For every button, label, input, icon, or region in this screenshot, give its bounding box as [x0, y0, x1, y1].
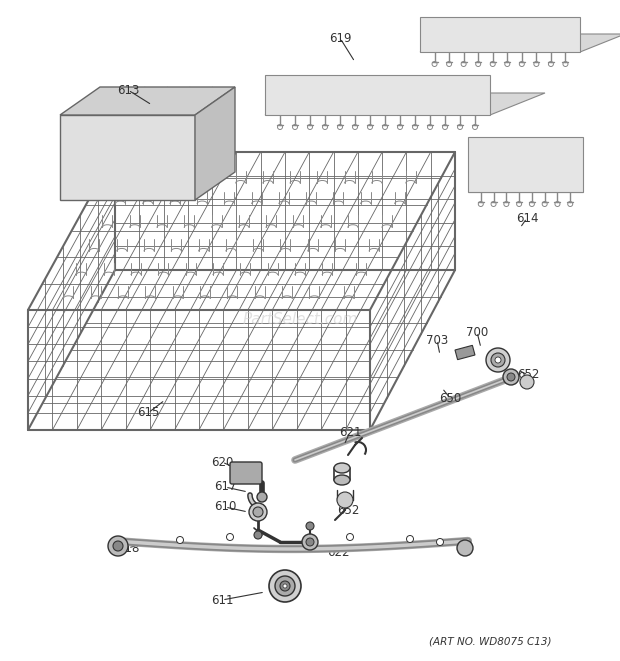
Text: 621: 621 [339, 426, 361, 438]
Text: 613: 613 [117, 83, 139, 97]
Circle shape [226, 533, 234, 541]
Circle shape [283, 584, 287, 588]
Circle shape [491, 353, 505, 367]
Circle shape [495, 357, 501, 363]
Text: PartSelect.com: PartSelect.com [242, 313, 358, 327]
Circle shape [486, 348, 510, 372]
Text: 620: 620 [211, 455, 233, 469]
Text: 616: 616 [529, 17, 551, 30]
Circle shape [275, 576, 295, 596]
Circle shape [407, 535, 414, 543]
Circle shape [108, 536, 128, 556]
Bar [455, 345, 475, 360]
Polygon shape [420, 34, 620, 52]
Circle shape [507, 373, 515, 381]
Circle shape [347, 533, 353, 541]
Polygon shape [265, 93, 545, 115]
Circle shape [113, 541, 123, 551]
Circle shape [249, 503, 267, 521]
Text: 615: 615 [137, 407, 159, 420]
FancyBboxPatch shape [230, 462, 262, 484]
Circle shape [280, 581, 290, 591]
Text: 619: 619 [329, 32, 352, 44]
Circle shape [253, 507, 263, 517]
Polygon shape [195, 87, 235, 200]
Text: 610: 610 [214, 500, 236, 514]
Text: 650: 650 [439, 391, 461, 405]
Ellipse shape [334, 475, 350, 485]
Circle shape [302, 534, 318, 550]
Circle shape [457, 540, 473, 556]
Circle shape [306, 522, 314, 530]
Polygon shape [60, 115, 195, 200]
Text: 622: 622 [327, 547, 349, 559]
Circle shape [257, 492, 267, 502]
Text: 614: 614 [516, 212, 538, 225]
Circle shape [177, 537, 184, 543]
Text: 611: 611 [211, 594, 233, 607]
Circle shape [520, 375, 534, 389]
Text: 652: 652 [517, 368, 539, 381]
Text: 652: 652 [337, 504, 359, 516]
Text: 618: 618 [117, 541, 139, 555]
Circle shape [306, 538, 314, 546]
Text: 703: 703 [426, 334, 448, 346]
Circle shape [337, 492, 353, 508]
Polygon shape [60, 87, 235, 115]
Text: 617: 617 [214, 481, 236, 494]
Ellipse shape [334, 463, 350, 473]
Polygon shape [468, 137, 583, 192]
Polygon shape [265, 75, 490, 115]
Circle shape [503, 369, 519, 385]
Circle shape [436, 539, 443, 545]
Text: 700: 700 [466, 325, 488, 338]
Text: (ART NO. WD8075 C13): (ART NO. WD8075 C13) [429, 637, 551, 647]
Circle shape [269, 570, 301, 602]
Circle shape [254, 531, 262, 539]
Polygon shape [420, 17, 580, 52]
